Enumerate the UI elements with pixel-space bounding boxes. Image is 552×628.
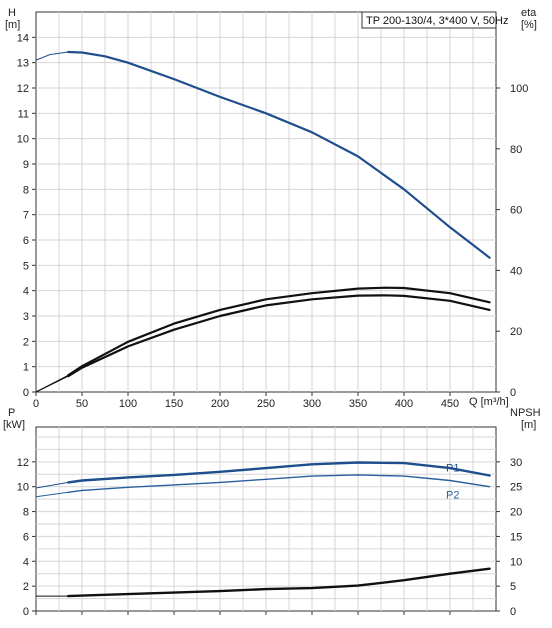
title-box xyxy=(361,11,497,29)
npsh-axis-label: NPSH xyxy=(510,407,541,419)
y-left-tick-label: 2 xyxy=(23,581,29,593)
y-left-tick-label: 7 xyxy=(23,210,29,222)
y-right-tick-label: 20 xyxy=(510,326,522,338)
y-left-tick-label: 5 xyxy=(23,260,29,272)
y-right-tick-label: 5 xyxy=(510,581,516,593)
x-tick-label: 0 xyxy=(33,398,39,410)
lower-plot: 0 2 4 6 8 10 12 0 5 10 15 20 25 30 P [kW] NPSH [m] P1… xyxy=(3,407,541,618)
y-right-tick-label: 100 xyxy=(510,83,528,95)
y-left-tick-label: 13 xyxy=(17,58,29,70)
y-left-tick-label: 2 xyxy=(23,336,29,348)
series-extension-line xyxy=(35,51,69,61)
y-right-tick-label: 0 xyxy=(510,387,516,399)
series-label-p1: P1 xyxy=(446,463,459,475)
x-tick-label: 100 xyxy=(119,398,137,410)
y-left-tick-label: 11 xyxy=(18,108,29,120)
y-right-tick-label: 25 xyxy=(510,482,522,494)
y-right-tick-label: 20 xyxy=(510,507,522,519)
y-left-tick-label: 6 xyxy=(23,531,29,543)
y-left-tick-label: 4 xyxy=(23,286,29,298)
y-right-tick-label: 60 xyxy=(510,205,522,217)
y-left-tick-label: 12 xyxy=(17,83,29,95)
flow-axis-label: Q [m³/h] xyxy=(469,396,509,408)
y-left-tick-label: 14 xyxy=(17,32,29,44)
series-extension-line xyxy=(35,375,69,393)
y-right-tick-label: 80 xyxy=(510,144,522,156)
y-right-tick-label: 0 xyxy=(510,606,516,618)
y-left-tick-label: 8 xyxy=(23,507,29,519)
head-axis-unit: [m] xyxy=(5,19,20,31)
y-left-tick-label: 0 xyxy=(23,606,29,618)
lower-ticks: 0 2 4 6 8 10 12 0 5 10 15 20 25 30 xyxy=(17,457,523,618)
y-right-tick-label: 30 xyxy=(510,457,522,469)
y-left-tick-label: 4 xyxy=(23,556,29,568)
x-tick-label: 350 xyxy=(349,398,367,410)
x-tick-label: 250 xyxy=(257,398,275,410)
p1-curve-line xyxy=(66,461,491,484)
y-left-tick-label: 3 xyxy=(23,311,29,323)
eta-axis-label: eta xyxy=(521,7,537,19)
upper-grid xyxy=(36,12,496,392)
y-left-tick-label: 1 xyxy=(23,362,29,374)
x-tick-label: 200 xyxy=(211,398,229,410)
y-left-tick-label: 10 xyxy=(17,482,29,494)
upper-ticks: 0 50 100 150 200 250 300 350 400 4500123456789101… xyxy=(17,32,529,410)
chart-title: TP 200-130/4, 3*400 V, 50Hz xyxy=(366,15,509,27)
efficiency-curve-line xyxy=(67,286,491,377)
upper-series xyxy=(35,50,491,393)
y-left-tick-label: 0 xyxy=(23,387,29,399)
npsh-curve-line xyxy=(66,567,491,598)
y-left-tick-label: 10 xyxy=(17,134,29,146)
lower-series xyxy=(35,461,491,598)
efficiency-curve-line xyxy=(67,294,491,378)
y-left-tick-label: 6 xyxy=(23,235,29,247)
x-tick-label: 400 xyxy=(395,398,413,410)
x-tick-label: 300 xyxy=(303,398,321,410)
head-curve-line xyxy=(67,50,491,259)
npsh-axis-unit: [m] xyxy=(521,419,536,431)
eta-axis-unit: [%] xyxy=(521,19,537,31)
y-right-tick-label: 15 xyxy=(510,531,522,543)
y-left-tick-label: 8 xyxy=(23,184,29,196)
x-tick-label: 50 xyxy=(76,398,88,410)
y-left-tick-label: 12 xyxy=(17,457,29,469)
power-axis-label: P xyxy=(8,407,15,419)
y-right-tick-label: 40 xyxy=(510,265,522,277)
lower-grid xyxy=(36,427,496,611)
head-axis-label: H xyxy=(8,7,16,19)
x-tick-label: 450 xyxy=(441,398,459,410)
x-tick-label: 150 xyxy=(165,398,183,410)
series-extension-line xyxy=(35,491,69,498)
y-left-tick-label: 9 xyxy=(23,159,29,171)
upper-plot: 0 50 100 150 200 250 300 350 400 4500123456789101… xyxy=(5,7,537,410)
p2-curve-line xyxy=(67,474,491,493)
power-axis-unit: [kW] xyxy=(3,419,25,431)
y-right-tick-label: 10 xyxy=(510,556,522,568)
series-label-p2: P2 xyxy=(446,490,459,502)
series-extension-line xyxy=(35,481,69,489)
